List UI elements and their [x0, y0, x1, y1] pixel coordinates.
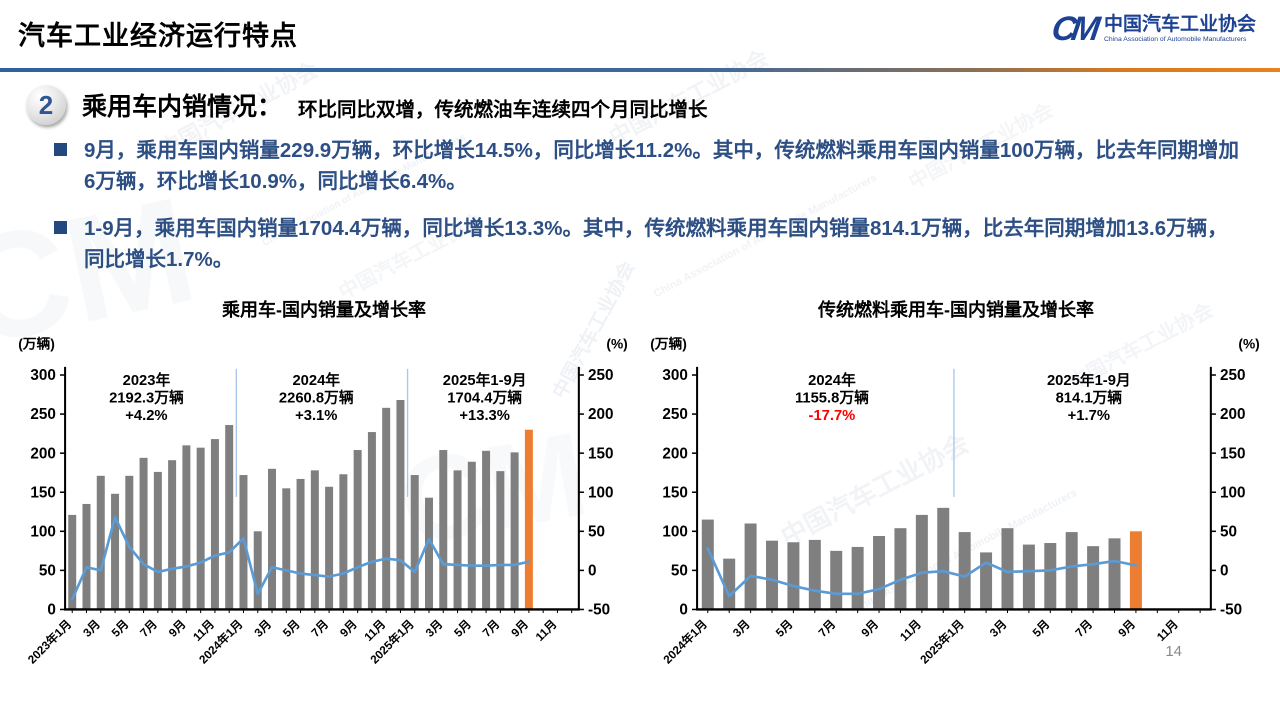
- svg-text:200: 200: [588, 406, 614, 423]
- page-number: 14: [1165, 643, 1182, 661]
- svg-text:9月: 9月: [509, 617, 531, 639]
- svg-text:9月: 9月: [166, 617, 188, 639]
- svg-text:7月: 7月: [1073, 617, 1095, 639]
- svg-text:300: 300: [30, 367, 55, 384]
- svg-text:-50: -50: [1220, 601, 1242, 618]
- svg-text:2023年: 2023年: [123, 371, 171, 389]
- svg-text:150: 150: [1220, 445, 1246, 462]
- svg-text:1155.8万辆: 1155.8万辆: [795, 388, 869, 406]
- svg-text:100: 100: [588, 484, 614, 501]
- svg-text:5月: 5月: [281, 617, 303, 639]
- bullet-list: 9月，乘用车国内销量229.9万辆，环比增长14.5%，同比增长11.2%。其中…: [0, 135, 1280, 276]
- svg-text:200: 200: [662, 445, 688, 462]
- bullet-square-icon: [54, 143, 67, 156]
- svg-text:-50: -50: [588, 601, 610, 618]
- svg-text:200: 200: [30, 445, 55, 462]
- svg-text:2024年: 2024年: [808, 371, 856, 389]
- svg-text:50: 50: [671, 562, 688, 579]
- svg-text:2025年1-9月: 2025年1-9月: [1047, 371, 1131, 389]
- svg-text:50: 50: [1220, 523, 1237, 540]
- slide-header: 汽车工业经济运行特点 CM 中国汽车工业协会 China Association…: [0, 0, 1280, 62]
- svg-text:11月: 11月: [1155, 617, 1181, 643]
- svg-text:7月: 7月: [309, 617, 331, 639]
- logo-name-en: China Association of Automobile Manufact…: [1103, 36, 1247, 43]
- svg-text:0: 0: [47, 601, 55, 618]
- bullet-text: 9月，乘用车国内销量229.9万辆，环比增长14.5%，同比增长11.2%。其中…: [84, 139, 1240, 194]
- svg-text:+13.3%: +13.3%: [459, 407, 510, 423]
- bullet-text: 1-9月，乘用车国内销量1704.4万辆，同比增长13.3%。其中，传统燃料乘用…: [84, 217, 1228, 272]
- chart-title: 传统燃料乘用车-国内销量及增长率: [818, 299, 1094, 320]
- section-subtitle: 环比同比双增，传统燃油车连续四个月同比增长: [298, 99, 708, 121]
- svg-text:2023年1月: 2023年1月: [25, 617, 75, 667]
- svg-text:100: 100: [662, 523, 688, 540]
- passenger-car-sales-chart: 0 50 100 150 200 250 300 -50 0 50 100 150 200 250 2023…: [18, 335, 628, 667]
- svg-text:5月: 5月: [773, 617, 795, 639]
- svg-text:11月: 11月: [533, 617, 559, 643]
- svg-text:300: 300: [662, 367, 688, 384]
- svg-text:5月: 5月: [1030, 617, 1052, 639]
- logo-cm-icon: CM: [1049, 10, 1098, 48]
- svg-text:7月: 7月: [480, 617, 502, 639]
- svg-text:150: 150: [662, 484, 688, 501]
- svg-text:0: 0: [588, 562, 597, 579]
- svg-text:(%): (%): [1238, 336, 1259, 351]
- bullet-item: 9月，乘用车国内销量229.9万辆，环比增长14.5%，同比增长11.2%。其中…: [54, 135, 1244, 197]
- svg-text:250: 250: [1220, 367, 1246, 384]
- svg-text:1704.4万辆: 1704.4万辆: [447, 388, 522, 406]
- svg-text:5月: 5月: [109, 617, 131, 639]
- svg-text:-17.7%: -17.7%: [809, 407, 856, 423]
- page-title: 汽车工业经济运行特点: [18, 21, 298, 51]
- svg-text:2025年1-9月: 2025年1-9月: [443, 371, 527, 389]
- svg-text:+3.1%: +3.1%: [295, 407, 337, 423]
- svg-text:(万辆): (万辆): [650, 335, 687, 351]
- svg-text:9月: 9月: [338, 617, 360, 639]
- svg-text:(万辆): (万辆): [18, 335, 55, 351]
- svg-text:150: 150: [588, 445, 614, 462]
- svg-text:9月: 9月: [1116, 617, 1138, 639]
- traditional-fuel-sales-chart: 0 50 100 150 200 250 300 -50 0 50 100 150 200 250 2024…: [650, 335, 1260, 667]
- svg-text:50: 50: [588, 523, 605, 540]
- svg-text:200: 200: [1220, 406, 1246, 423]
- svg-text:250: 250: [588, 367, 614, 384]
- svg-text:0: 0: [1220, 562, 1229, 579]
- svg-text:7月: 7月: [816, 617, 838, 639]
- svg-text:250: 250: [662, 406, 688, 423]
- svg-text:250: 250: [30, 406, 55, 423]
- chart-panel-traditional-fuel: 传统燃料乘用车-国内销量及增长率 0 50 100 150 200 250 300 -50 0 5…: [640, 292, 1272, 681]
- svg-text:50: 50: [39, 562, 56, 579]
- svg-text:11月: 11月: [898, 617, 924, 643]
- charts-row: 乘用车-国内销量及增长率 0 50 100 150 200 250 300 -50 0 50 100…: [0, 292, 1280, 681]
- svg-text:3月: 3月: [423, 617, 445, 639]
- section-title: 乘用车内销情况：: [82, 93, 283, 121]
- svg-text:+4.2%: +4.2%: [125, 407, 167, 423]
- svg-text:100: 100: [30, 523, 55, 540]
- svg-text:3月: 3月: [731, 617, 753, 639]
- svg-text:9月: 9月: [859, 617, 881, 639]
- svg-text:5月: 5月: [452, 617, 474, 639]
- svg-text:3月: 3月: [988, 617, 1010, 639]
- svg-text:7月: 7月: [138, 617, 160, 639]
- svg-text:0: 0: [679, 601, 688, 618]
- svg-text:2192.3万辆: 2192.3万辆: [109, 388, 184, 406]
- svg-text:2260.8万辆: 2260.8万辆: [279, 388, 354, 406]
- svg-text:2025年1月: 2025年1月: [917, 617, 967, 667]
- svg-text:2024年1月: 2024年1月: [660, 617, 710, 667]
- svg-text:+1.7%: +1.7%: [1068, 407, 1110, 423]
- org-logo: CM 中国汽车工业协会 China Association of Automob…: [1049, 10, 1256, 48]
- section-number-badge: 2: [26, 85, 66, 125]
- chart-title: 乘用车-国内销量及增长率: [222, 299, 426, 320]
- section-heading: 2 乘用车内销情况： 环比同比双增，传统燃油车连续四个月同比增长: [26, 85, 1280, 125]
- bullet-square-icon: [54, 221, 67, 235]
- svg-text:150: 150: [30, 484, 55, 501]
- svg-text:(%): (%): [606, 336, 627, 351]
- svg-text:3月: 3月: [81, 617, 103, 639]
- svg-text:814.1万辆: 814.1万辆: [1056, 388, 1123, 406]
- chart-panel-passenger-cars: 乘用车-国内销量及增长率 0 50 100 150 200 250 300 -50 0 50 100…: [8, 292, 640, 681]
- header-divider: [0, 68, 1280, 72]
- svg-text:100: 100: [1220, 484, 1246, 501]
- svg-text:2024年: 2024年: [292, 371, 340, 389]
- logo-name-cn: 中国汽车工业协会: [1103, 14, 1256, 35]
- bullet-item: 1-9月，乘用车国内销量1704.4万辆，同比增长13.3%。其中，传统燃料乘用…: [54, 213, 1244, 275]
- svg-text:3月: 3月: [252, 617, 274, 639]
